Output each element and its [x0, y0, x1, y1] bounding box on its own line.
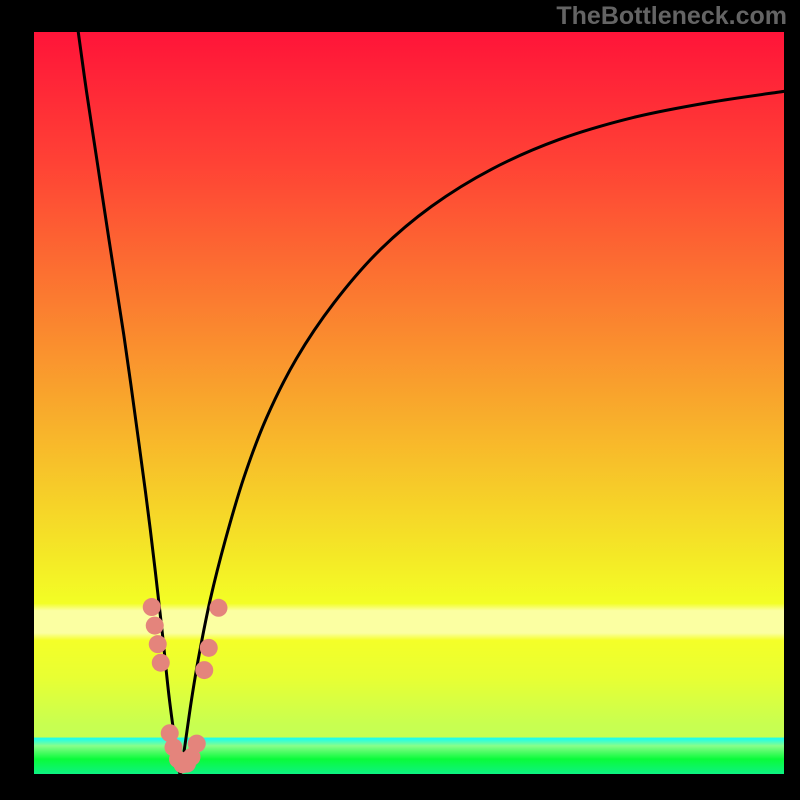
data-marker [195, 661, 213, 679]
watermark-text: TheBottleneck.com [556, 2, 787, 31]
data-marker [146, 617, 164, 635]
plot-area [34, 32, 784, 774]
chart-root: TheBottleneck.com [0, 0, 800, 800]
bottleneck-curve [78, 32, 784, 774]
chart-svg [34, 32, 784, 774]
data-marker [188, 735, 206, 753]
data-marker [210, 599, 228, 617]
data-marker [200, 639, 218, 657]
data-marker [143, 598, 161, 616]
data-marker [149, 635, 167, 653]
data-marker [152, 654, 170, 672]
